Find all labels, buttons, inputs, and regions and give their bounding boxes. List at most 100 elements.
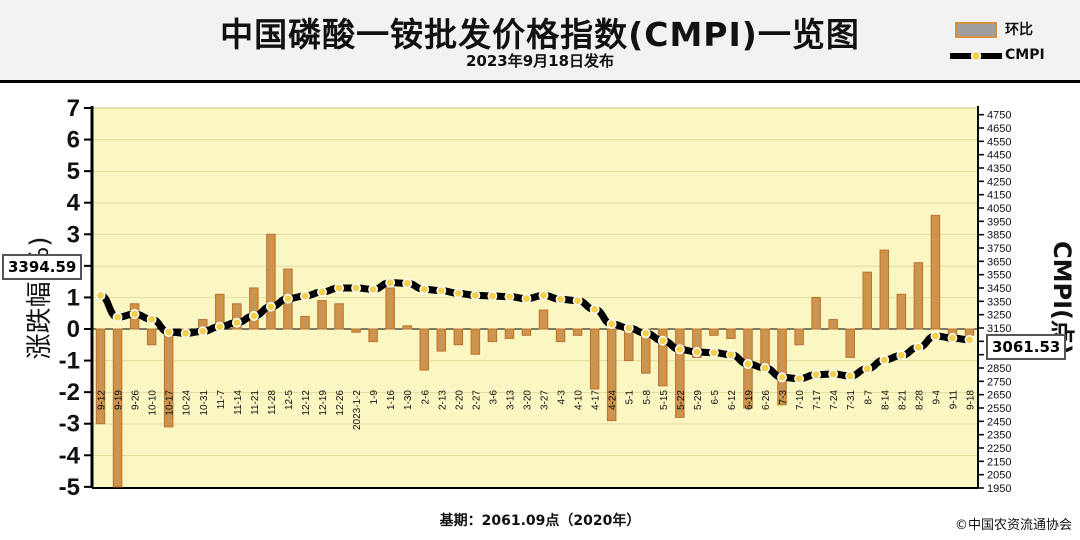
right-tick-label: 1950 <box>987 483 1011 495</box>
cmpi-point-8-28 <box>913 342 924 353</box>
bar-3-6 <box>487 328 498 343</box>
cmpi-point-4-3 <box>555 294 566 305</box>
base-period-note: 基期：2061.09点（2020年） <box>439 513 641 529</box>
cmpi-point-6-12 <box>725 349 736 360</box>
x-label-11-7: 11-7 <box>216 390 227 410</box>
bar-7-31 <box>845 328 855 358</box>
x-label-9-4: 9-4 <box>931 390 942 405</box>
gridline-band <box>92 360 978 393</box>
x-label-10-10: 10-10 <box>148 390 159 416</box>
cmpi-point-6-26 <box>760 363 770 373</box>
bar-inner-4-3 <box>559 331 562 340</box>
cmpi-point-11-28 <box>265 301 276 312</box>
gridline-band <box>92 392 978 424</box>
bar-6-26 <box>760 328 770 368</box>
right-tick-label: 4750 <box>987 110 1011 122</box>
bar-inner-5-29 <box>695 331 699 356</box>
bar-8-28 <box>913 262 924 330</box>
x-label-5-29: 5-29 <box>693 390 704 410</box>
bar-inner-9-26 <box>133 305 136 327</box>
bar-layer <box>95 214 975 488</box>
bar-inner-9-19 <box>116 331 119 485</box>
bar-inner-6-19 <box>746 331 750 406</box>
left-tick-label: -3 <box>59 411 80 438</box>
bar-inner-12-12 <box>303 318 307 327</box>
bar-5-22 <box>675 328 685 418</box>
x-label-6-5: 6-5 <box>710 390 721 405</box>
bar-inner-2-6 <box>422 331 426 369</box>
right-tick-label: 3650 <box>987 256 1011 268</box>
bar-inner-2-13 <box>440 331 443 350</box>
bar-1-30 <box>402 325 412 330</box>
cmpi-point-2023-1-2 <box>351 283 362 293</box>
x-label-9-18: 9-18 <box>965 390 976 410</box>
bar-5-29 <box>692 328 702 358</box>
bar-inner-3-13 <box>508 331 511 337</box>
cmpi-point-11-14 <box>231 317 242 328</box>
bar-7-24 <box>828 319 838 330</box>
left-tick-label: 3 <box>67 221 80 248</box>
left-tick-label: 5 <box>67 158 80 185</box>
cmpi-point-1-16 <box>385 277 396 288</box>
bar-10-31 <box>197 319 208 330</box>
bar-11-14 <box>232 303 242 330</box>
bar-7-10 <box>794 328 804 346</box>
cmpi-point-12-19 <box>317 287 327 297</box>
cmpi-point-3-6 <box>487 291 498 301</box>
gridline-band <box>92 234 978 266</box>
x-label-layer: 9-12 9-19 9-26 10-10 10-17 10-24 10-31 11-7 11-1… <box>97 390 977 430</box>
cmpi-point-9-12 <box>95 290 106 301</box>
bar-2-6 <box>419 328 430 371</box>
x-label-5-1: 5-1 <box>625 390 636 405</box>
bar-inner-12-26 <box>337 305 341 327</box>
bar-inner-3-20 <box>525 331 528 334</box>
bar-inner-4-24 <box>610 331 613 419</box>
x-label-7-3: 7-3 <box>778 390 789 405</box>
bar-12-12 <box>300 315 310 330</box>
right-tick-label: 2750 <box>987 376 1011 388</box>
bar-10-10 <box>146 328 157 346</box>
x-label-12-5: 12-5 <box>284 390 295 410</box>
cmpi-point-2-13 <box>436 285 447 296</box>
gridline-band <box>92 202 978 235</box>
x-label-1-9: 1-9 <box>369 390 380 405</box>
x-label-12-12: 12-12 <box>301 390 312 416</box>
bar-inner-9-11 <box>951 331 954 340</box>
gridline-band <box>92 329 978 361</box>
left-tick-label: 4 <box>67 190 81 217</box>
bar-1-16 <box>385 287 395 330</box>
bar-4-24 <box>606 328 617 422</box>
right-tick-label: 2650 <box>987 390 1011 402</box>
bar-inner-7-31 <box>848 331 852 356</box>
right-tick-label: 4150 <box>987 190 1011 202</box>
copyright-note: ©中国农资流通协会 <box>954 518 1072 533</box>
left-tick-label: -4 <box>59 442 81 469</box>
right-tick-label: 2150 <box>987 456 1011 468</box>
x-label-2-6: 2-6 <box>420 390 431 405</box>
right-tick-label: 3450 <box>987 283 1011 295</box>
bar-inner-7-24 <box>831 321 835 327</box>
left-tick-label: 7 <box>67 95 80 122</box>
chart-title: 中国磷酸一铵批发价格指数(CMPI)一览图 <box>220 15 860 54</box>
x-label-3-13: 3-13 <box>505 390 516 410</box>
bar-inner-3-6 <box>491 331 494 340</box>
bar-inner-10-24 <box>184 331 187 334</box>
x-label-8-28: 8-28 <box>914 390 925 410</box>
right-tick-label: 4550 <box>987 136 1011 148</box>
x-label-1-30: 1-30 <box>403 390 414 410</box>
bar-inner-5-15 <box>661 331 665 384</box>
bar-12-26 <box>334 303 344 330</box>
bar-inner-1-16 <box>388 289 392 327</box>
bar-12-19 <box>317 300 327 330</box>
bar-inner-5-22 <box>678 331 682 416</box>
cmpi-point-5-22 <box>674 344 685 355</box>
cmpi-point-10-17 <box>163 327 174 337</box>
bar-3-20 <box>521 328 532 336</box>
bar-1-9 <box>368 328 378 343</box>
bar-2-20 <box>453 328 464 346</box>
right-tick-label: 3250 <box>987 310 1011 322</box>
cmpi-point-7-17 <box>811 369 822 380</box>
plot-background <box>92 108 978 488</box>
cmpi-point-5-29 <box>691 347 702 357</box>
bar-9-19 <box>112 328 123 488</box>
